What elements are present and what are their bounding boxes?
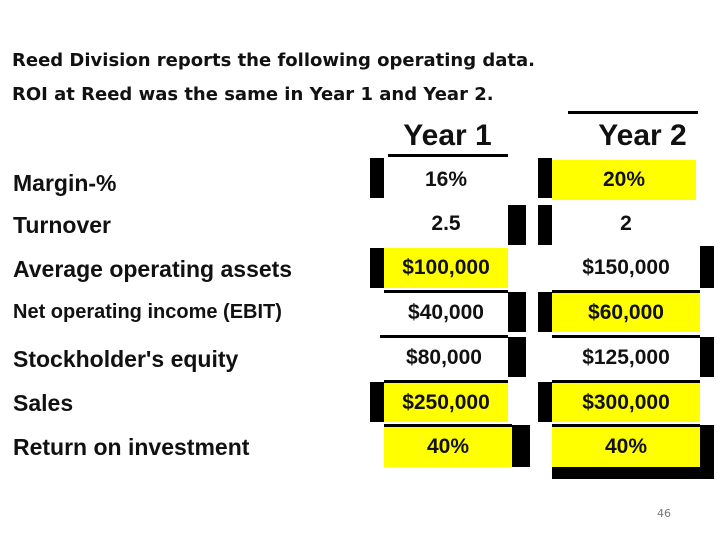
cell-shadow-year-1-noi	[508, 292, 526, 332]
cell-year-2-net-operating-income: $60,000	[552, 290, 700, 332]
cell-year-1-sales: $250,000	[384, 380, 508, 422]
cell-year-1-stockholders-equity: $80,000	[380, 335, 508, 377]
cell-year-1-turnover: 2.5	[384, 204, 508, 244]
cell-year-2-turnover: 2	[552, 204, 700, 244]
header-overline-year-2	[568, 111, 698, 114]
cell-shadow-year-2-noi	[538, 292, 552, 332]
row-label-margin: Margin-%	[13, 170, 117, 196]
row-label-stockholders-equity: Stockholder's equity	[13, 346, 239, 372]
cell-shadow-year-2-turnover	[538, 205, 552, 245]
header-underline-year-1	[388, 154, 508, 157]
cell-shadow-year-2-equity	[700, 337, 714, 377]
cell-year-2-return-on-investment: 40%	[552, 424, 700, 467]
row-label-net-operating-income: Net operating income (EBIT)	[13, 301, 282, 323]
intro-text: Reed Division reports the following oper…	[12, 44, 535, 112]
cell-shadow-year-2-assets	[700, 246, 714, 288]
cell-year-1-net-operating-income: $40,000	[384, 290, 508, 332]
cell-shadow-year-1-assets	[370, 248, 384, 288]
cell-year-2-average-operating-assets: $150,000	[552, 248, 700, 288]
cell-shadow-year-2-top	[538, 158, 552, 198]
cell-year-2-stockholders-equity: $125,000	[552, 335, 700, 377]
column-header-year-1: Year 1	[403, 119, 492, 152]
column-header-year-2: Year 2	[598, 119, 687, 152]
cell-year-1-return-on-investment: 40%	[384, 424, 512, 467]
page-number: 46	[657, 507, 671, 520]
intro-line-2: ROI at Reed was the same in Year 1 and Y…	[12, 84, 494, 105]
cell-shadow-year-1-sales	[370, 382, 384, 422]
row-label-turnover: Turnover	[13, 212, 111, 238]
row-label-sales: Sales	[13, 390, 74, 416]
cell-year-1-margin: 16%	[384, 160, 508, 200]
cell-year-2-sales: $300,000	[552, 380, 700, 422]
cell-year-2-margin: 20%	[552, 160, 696, 200]
row-label-average-operating-assets: Average operating assets	[13, 256, 293, 282]
cell-year-1-average-operating-assets: $100,000	[384, 248, 508, 288]
cell-shadow-year-1-equity	[508, 337, 526, 377]
cell-shadow-year-2-sales	[538, 382, 552, 422]
cell-shadow-year-1-roi	[512, 425, 530, 467]
intro-line-1: Reed Division reports the following oper…	[12, 50, 535, 71]
row-label-return-on-investment: Return on investment	[13, 434, 250, 460]
cell-shadow-year-1-top	[370, 158, 384, 198]
cell-shadow-year-1-turnover	[508, 205, 526, 245]
